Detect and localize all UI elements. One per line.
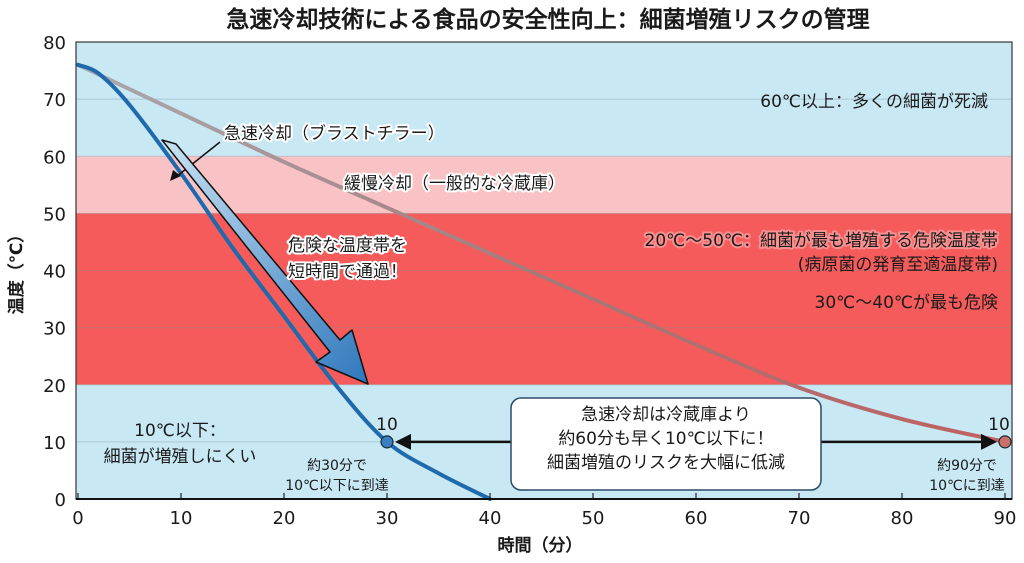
band-note: 30℃〜40℃が最も危険 [815,293,998,313]
x-tick-label: 10 [170,508,193,529]
band-sublabel: (病原菌の発育至適温度帯) [798,255,998,275]
data-point-label: 10 [988,415,1010,435]
y-axis-label: 温度（℃） [6,226,27,315]
leader-arrowhead [170,170,181,181]
callout-box [510,397,822,491]
series-label: 急速冷却（ブラストチラー） [224,123,445,144]
arrowhead-left [395,433,411,450]
x-tick-label: 40 [479,508,502,529]
y-tick-label: 20 [43,376,66,397]
x-axis-label: 時間（分） [498,535,583,556]
callout-text: 急速冷却は冷蔵庫より [581,405,751,425]
callout-text: 細菌増殖のリスクを大幅に低減 [547,453,785,473]
y-tick-label: 70 [43,90,66,111]
marker-note: 10℃に到達 [929,478,1005,494]
x-tick-label: 60 [685,508,708,529]
y-tick-label: 40 [43,262,66,283]
band-label: 60℃以上：多くの細菌が死滅 [760,92,988,112]
band-label: 20℃〜50℃：細菌が最も増殖する危険温度帯 [645,231,998,251]
big-arrow [161,139,369,385]
y-tick-label: 0 [55,490,66,511]
arrow-label: 短時間で通過！ [288,262,407,282]
marker-note: 約90分で [937,458,997,474]
data-point-label: 10 [376,415,398,435]
series-line-blast-chilling [76,62,492,501]
callout-text: 約60分も早く10℃以下に！ [558,429,773,449]
y-tick-label: 80 [43,33,66,54]
arrowhead-right [981,433,997,450]
x-tick-label: 30 [376,508,399,529]
y-tick-label: 30 [43,319,66,340]
temperature-band [76,213,1012,385]
y-tick-label: 60 [43,147,66,168]
arrow-label: 危険な温度帯を [288,236,407,256]
y-tick-label: 50 [43,204,66,225]
band-label: 10℃以下： [134,421,226,441]
marker-note: 約30分で [307,458,367,474]
band-sublabel: 細菌が増殖しにくい [104,447,257,467]
x-tick-label: 90 [994,508,1017,529]
data-point-marker [380,435,394,449]
leader-line [175,141,221,178]
data-point-marker [998,435,1012,449]
marker-note: 10℃以下に到達 [285,478,389,494]
y-tick-label: 10 [43,433,66,454]
x-tick-label: 50 [582,508,605,529]
series-label: 緩慢冷却（一般的な冷蔵庫） [344,173,565,194]
series-line-slow-cooling [76,62,1007,444]
chart-title: 急速冷却技術による食品の安全性向上：細菌増殖リスクの管理 [226,6,869,33]
x-tick-label: 80 [891,508,914,529]
x-tick-label: 70 [788,508,811,529]
temperature-band [76,156,1012,214]
x-tick-label: 20 [273,508,296,529]
x-tick-label: 0 [72,508,83,529]
